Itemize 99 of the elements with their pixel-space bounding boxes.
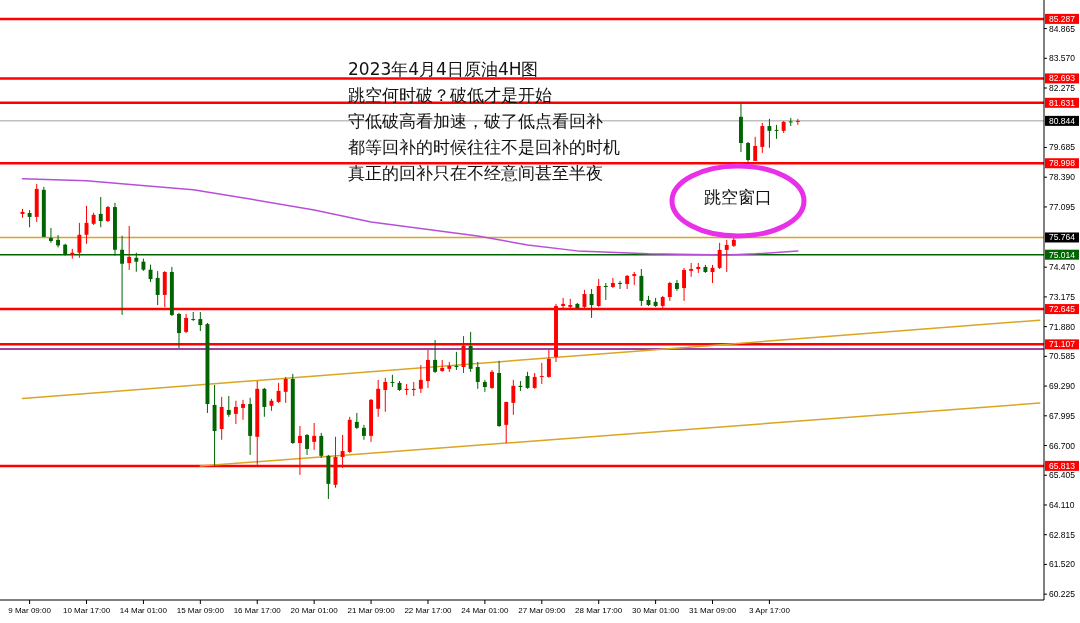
ref-line-label: 65.813 — [1049, 460, 1076, 471]
x-tick-label: 27 Mar 09:00 — [518, 606, 566, 615]
x-tick-label: 3 Apr 17:00 — [748, 606, 791, 615]
candlestick — [760, 122, 765, 154]
candlestick — [411, 381, 416, 397]
candlestick — [511, 379, 516, 416]
x-tick-label: 20 Mar 01:00 — [290, 606, 339, 615]
x-tick-label: 10 Mar 17:00 — [62, 606, 111, 615]
y-tick-label: 60.225 — [1049, 589, 1076, 600]
candlestick — [98, 196, 103, 228]
ref-line-label: 82.693 — [1049, 73, 1076, 84]
candlestick — [184, 313, 189, 334]
candlestick — [198, 311, 203, 332]
candlestick — [746, 141, 751, 163]
ref-line-label: 78.998 — [1049, 158, 1076, 169]
candlestick — [433, 339, 438, 374]
candlestick — [546, 349, 551, 379]
candlestick — [426, 349, 430, 389]
y-tick-label: 69.290 — [1049, 381, 1076, 392]
candlestick — [177, 312, 181, 349]
candlestick — [468, 331, 473, 373]
y-tick-label: 65.405 — [1049, 470, 1076, 481]
x-tick-label: 28 Mar 17:00 — [575, 606, 623, 615]
candlestick — [241, 399, 245, 421]
y-tick-label: 77.095 — [1049, 201, 1076, 212]
y-tick-label: 71.880 — [1049, 321, 1076, 332]
y-tick-label: 79.685 — [1049, 142, 1076, 153]
candlestick — [155, 270, 160, 306]
candlestick — [233, 400, 238, 425]
x-tick-label: 15 Mar 09:00 — [176, 606, 225, 615]
ref-line-label: 75.014 — [1049, 249, 1076, 260]
candlestick — [717, 242, 722, 270]
y-tick-label: 82.275 — [1049, 83, 1076, 94]
ref-line-label: 81.631 — [1049, 97, 1076, 108]
candlestick — [539, 362, 544, 385]
x-tick-label: 30 Mar 01:00 — [632, 606, 680, 615]
candlestick — [475, 361, 480, 390]
candlestick — [482, 379, 487, 393]
x-tick-label: 21 Mar 09:00 — [347, 606, 396, 615]
annotation: 守低破高看加速，破了低点看回补 — [348, 111, 603, 131]
candlestick — [383, 377, 388, 413]
y-tick-label: 67.995 — [1049, 410, 1076, 421]
x-tick-label: 14 Mar 01:00 — [119, 606, 168, 615]
candlestick — [682, 267, 687, 302]
candlestick — [48, 227, 53, 244]
ref-line-label: 85.287 — [1049, 13, 1076, 24]
ref-line-label: 72.645 — [1049, 304, 1076, 315]
candlestick — [283, 376, 288, 404]
x-tick-label: 9 Mar 09:00 — [8, 606, 52, 615]
annotation: 真正的回补只在不经意间甚至半夜 — [348, 163, 603, 183]
annotation: 跳空窗口 — [704, 187, 772, 207]
candlestick — [418, 364, 423, 394]
candlestick — [504, 401, 509, 444]
candlestick — [674, 279, 679, 292]
candlestick — [305, 433, 309, 456]
candlestick — [312, 422, 317, 451]
candlestick — [56, 234, 61, 248]
candlestick — [518, 380, 523, 392]
candlestick — [603, 282, 608, 301]
candlestick — [610, 277, 615, 289]
candlestick — [724, 239, 729, 273]
y-tick-label: 74.470 — [1049, 262, 1076, 273]
ref-line-label: 80.844 — [1049, 115, 1076, 126]
candlestick — [490, 369, 494, 390]
candlestick — [319, 432, 324, 459]
annotation: 跳空何时破？破低才是开始 — [348, 85, 552, 105]
y-tick-label: 61.520 — [1049, 559, 1076, 570]
y-tick-label: 73.175 — [1049, 291, 1076, 302]
y-tick-label: 70.585 — [1049, 351, 1076, 362]
ref-line-label: 75.764 — [1049, 232, 1076, 243]
annotation: 都等回补的时候往往不是回补的时机 — [348, 137, 620, 157]
candlestick — [454, 351, 459, 371]
y-tick-label: 84.865 — [1049, 23, 1076, 34]
x-tick-label: 22 Mar 17:00 — [404, 606, 453, 615]
x-tick-label: 16 Mar 17:00 — [233, 606, 282, 615]
y-tick-label: 64.110 — [1049, 499, 1075, 510]
candlestick — [767, 118, 772, 149]
candlestick — [390, 374, 395, 388]
y-tick-label: 62.815 — [1049, 529, 1076, 540]
candlestick — [127, 225, 132, 271]
candlestick — [795, 118, 800, 126]
candlestick — [589, 288, 594, 319]
candlestick — [219, 396, 224, 441]
candlestick — [404, 383, 409, 396]
candlestick — [376, 379, 381, 418]
candlestick — [618, 280, 622, 290]
candlestick — [361, 424, 366, 441]
x-tick-label: 24 Mar 01:00 — [461, 606, 509, 615]
text: 2023年4月4日原油4H图 — [348, 59, 539, 79]
candlestick — [262, 387, 267, 418]
candlestick — [276, 382, 281, 404]
ref-line-label: 71.107 — [1049, 339, 1076, 350]
candlestick — [77, 222, 82, 259]
x-tick-label: 31 Mar 09:00 — [688, 606, 737, 615]
candlestick — [226, 395, 231, 418]
y-tick-label: 83.570 — [1049, 53, 1076, 64]
y-tick-label: 78.390 — [1049, 172, 1076, 183]
candlestick — [667, 281, 672, 302]
y-tick-label: 66.700 — [1049, 440, 1076, 451]
